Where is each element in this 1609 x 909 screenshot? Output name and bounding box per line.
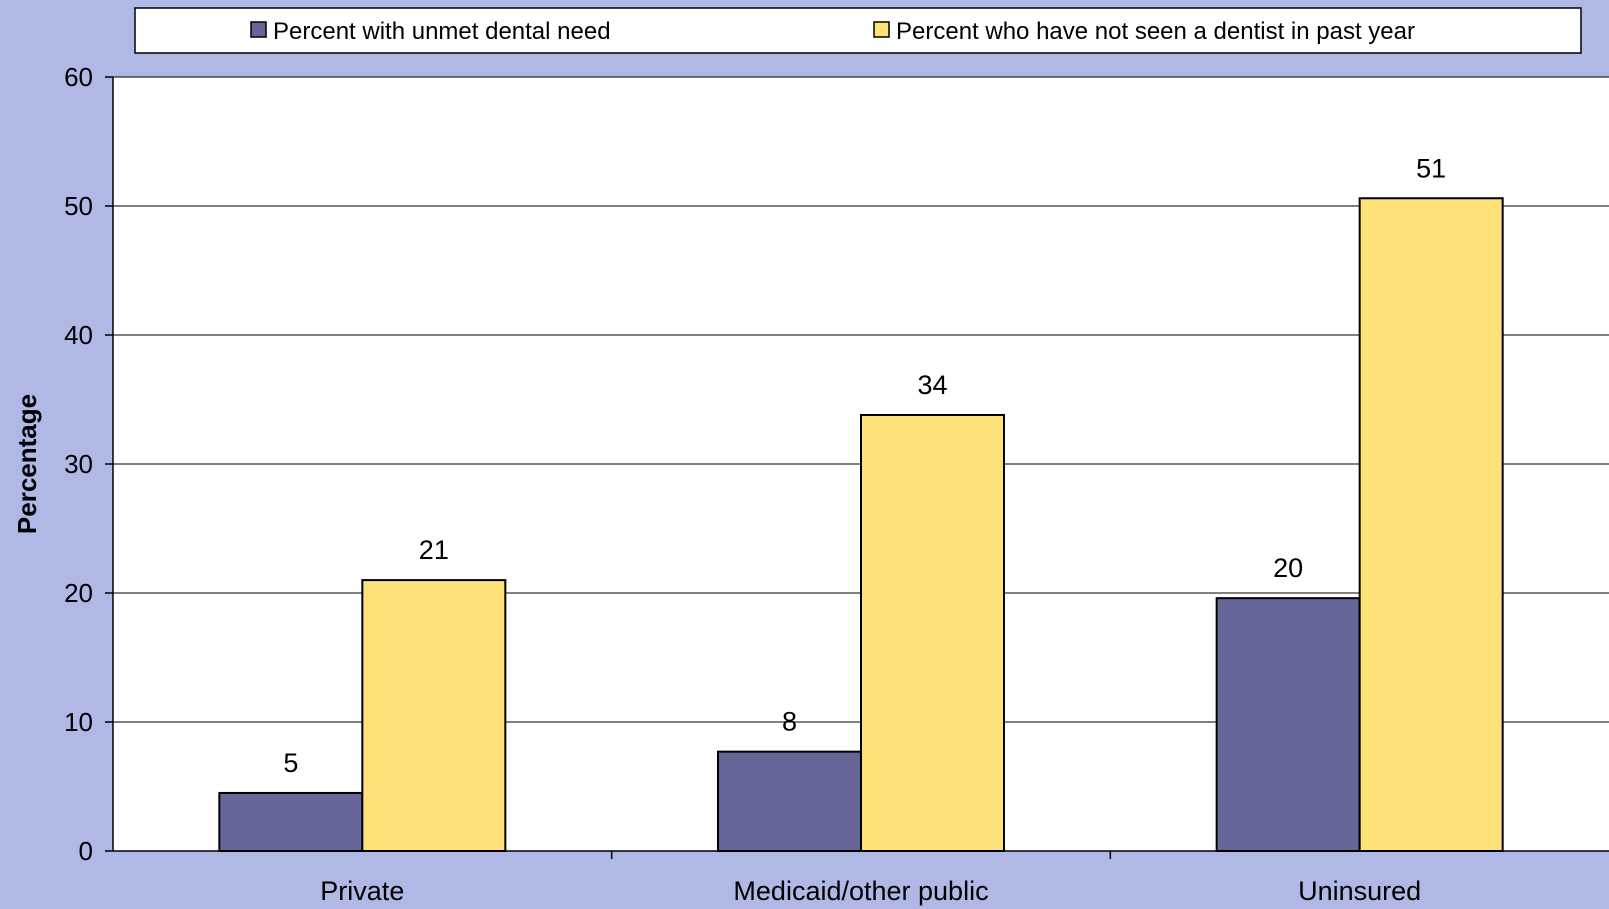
data-label: 51 <box>1416 153 1446 183</box>
y-tick-label: 50 <box>64 191 93 221</box>
x-axis-labels: Private Medicaid/other public Uninsured <box>320 876 1421 906</box>
x-category-label: Medicaid/other public <box>733 876 988 906</box>
bar-unmet-need <box>1215 597 1361 852</box>
y-tick-label: 20 <box>64 578 93 608</box>
legend-swatch-not-seen-dentist <box>873 21 890 38</box>
bar-not-seen-dentist <box>860 413 1005 852</box>
bar-unmet-need <box>218 791 364 853</box>
bar-not-seen-dentist <box>1358 197 1504 852</box>
y-tick-label: 10 <box>64 707 93 737</box>
bar-not-seen-dentist <box>361 579 507 852</box>
legend-box <box>134 7 1582 54</box>
data-labels: 5 21 8 34 20 51 <box>283 153 1446 778</box>
data-label: 5 <box>283 748 298 778</box>
legend-label-unmet-need: Percent with unmet dental need <box>273 18 611 45</box>
data-label: 8 <box>782 707 797 737</box>
legend: Percent with unmet dental need Percent w… <box>134 7 1582 54</box>
legend-swatch-unmet-need <box>250 21 267 38</box>
bar-unmet-need <box>717 750 862 852</box>
legend-label-not-seen-dentist: Percent who have not seen a dentist in p… <box>896 18 1415 45</box>
y-tick-label: 60 <box>64 62 93 92</box>
y-tick-label: 40 <box>64 320 93 350</box>
bars <box>218 197 1504 853</box>
data-label: 34 <box>917 370 947 400</box>
y-tick-label: 0 <box>79 836 93 866</box>
x-category-label: Uninsured <box>1298 876 1421 906</box>
y-axis-ticks: 0 10 20 30 40 50 60 <box>64 62 113 866</box>
data-label: 21 <box>419 535 449 565</box>
data-label: 20 <box>1273 553 1303 583</box>
y-axis-label: Percentage <box>12 394 42 534</box>
y-tick-label: 30 <box>64 449 93 479</box>
x-category-label: Private <box>320 876 404 906</box>
